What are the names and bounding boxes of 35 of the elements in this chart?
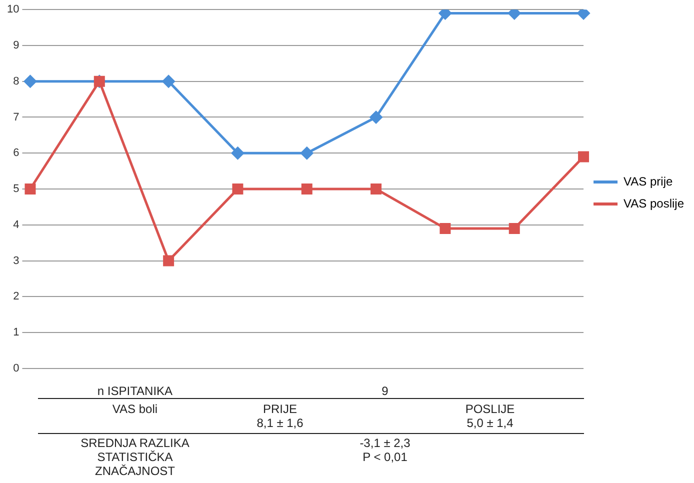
point xyxy=(508,10,521,20)
text: 9 xyxy=(380,384,390,398)
point xyxy=(24,184,36,194)
legend-label: VAS prije xyxy=(624,174,673,188)
y-tick-label: 7 xyxy=(13,111,20,124)
legend-label: VAS poslije xyxy=(624,196,684,210)
point xyxy=(231,146,244,160)
text: SREDNJA RAZLIKA STATISTIČKA ZNAČAJNOST xyxy=(80,436,190,478)
text: n ISPITANIKA xyxy=(96,384,174,398)
y-tick-label: 5 xyxy=(13,183,20,196)
point xyxy=(162,75,175,88)
y-tick-label: 3 xyxy=(13,254,20,267)
y-tick-label: 8 xyxy=(13,75,20,88)
point xyxy=(438,10,452,20)
y-tick-label: 1 xyxy=(13,326,20,339)
text: -3,1 ± 2,3 P < 0,01 xyxy=(358,436,412,464)
y-tick-label: 9 xyxy=(13,40,20,52)
y-tick-label: 6 xyxy=(13,147,20,160)
y-tick-label: 0 xyxy=(13,362,20,374)
text: POSLIJE 5,0 ± 1,4 xyxy=(464,402,516,430)
point xyxy=(370,110,382,124)
point xyxy=(301,184,312,194)
point xyxy=(578,151,590,162)
point xyxy=(440,222,451,234)
point xyxy=(163,255,174,266)
y-tick-label: 4 xyxy=(13,218,20,231)
point xyxy=(232,184,244,194)
text: PRIJE 8,1 ± 1,6 xyxy=(256,402,304,430)
y-tick-label: 10 xyxy=(6,4,20,16)
point xyxy=(508,222,520,234)
point xyxy=(370,184,382,194)
text: VAS boli xyxy=(111,402,159,416)
point xyxy=(300,146,314,160)
y-tick-label: 2 xyxy=(13,290,20,303)
point xyxy=(577,10,590,20)
